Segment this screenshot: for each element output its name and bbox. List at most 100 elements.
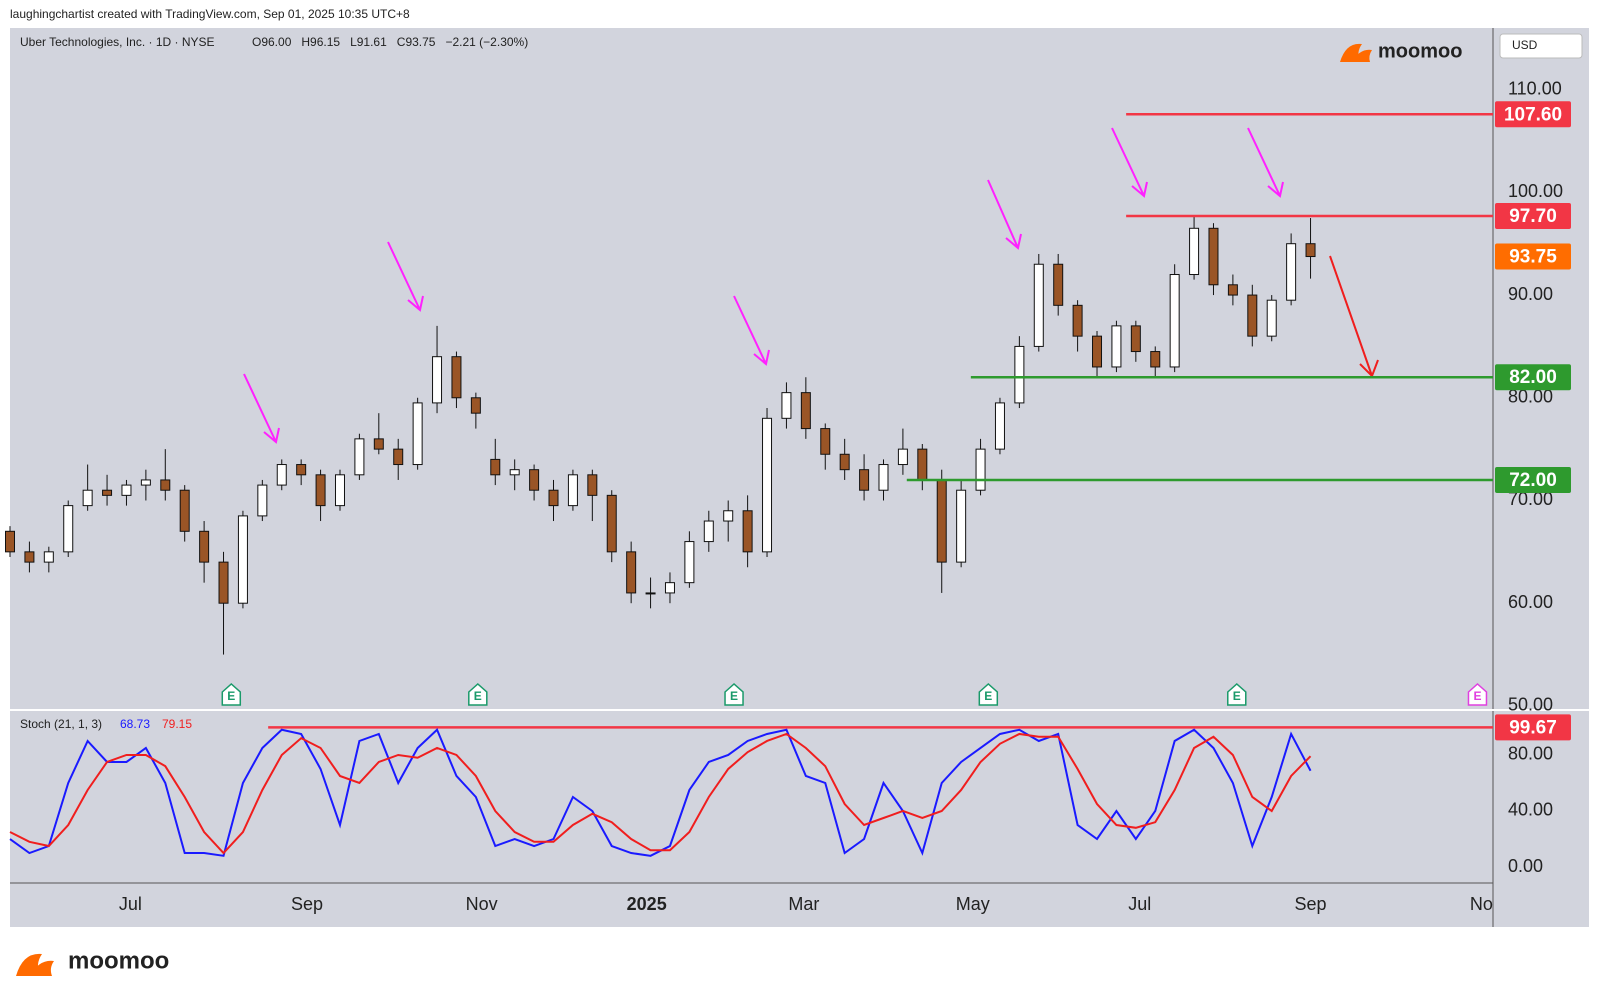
earnings-icon xyxy=(1227,682,1247,706)
candle-body xyxy=(1247,294,1258,337)
last-price-label: 93.75 xyxy=(1509,247,1557,268)
attribution: laughingchartist created with TradingVie… xyxy=(10,7,410,21)
candle-body xyxy=(548,489,559,507)
annotation-arrows xyxy=(243,127,1284,444)
candle-body xyxy=(1227,284,1238,296)
candle-body xyxy=(839,453,850,471)
candle-body xyxy=(160,479,171,491)
x-tick-label: Sep xyxy=(1295,894,1327,914)
logo-top: moomoo xyxy=(1340,40,1462,62)
candle-body xyxy=(218,561,229,604)
x-tick-label: Jul xyxy=(1128,894,1151,914)
y-tick-label: 110.00 xyxy=(1508,78,1562,98)
candle-body xyxy=(820,428,831,455)
symbol-title: Uber Technologies, Inc. · 1D · NYSE xyxy=(20,35,215,49)
candle-body xyxy=(742,510,753,553)
candle-body xyxy=(199,530,210,563)
candle-body xyxy=(645,592,656,595)
level-label-box xyxy=(1495,202,1571,229)
candle-body xyxy=(276,464,287,486)
candle-body xyxy=(723,510,734,522)
ohlc-legend-item: L91.61 xyxy=(350,35,387,49)
level-label: 99.67 xyxy=(1509,717,1557,738)
level-label-box xyxy=(1495,101,1571,128)
candle-body xyxy=(936,479,947,563)
candle-body xyxy=(1092,335,1103,368)
y-tick-label: 0.00 xyxy=(1508,856,1543,876)
last-price-box xyxy=(1495,243,1571,270)
candle-body xyxy=(490,458,501,476)
level-label-box xyxy=(1495,466,1571,493)
candle-body xyxy=(1150,351,1161,368)
y-tick-label: 100.00 xyxy=(1508,181,1563,201)
candle-body xyxy=(1072,304,1083,337)
candle-body xyxy=(82,489,93,507)
candle-body xyxy=(509,469,520,476)
ohlc-legend-item: H96.15 xyxy=(301,35,340,49)
stoch-title: Stoch (21, 1, 3) xyxy=(20,717,102,731)
earnings-icon xyxy=(724,682,744,706)
earnings-label: E xyxy=(1233,689,1241,703)
candle-body xyxy=(587,474,598,496)
earnings-label: E xyxy=(1473,689,1481,703)
level-label: 82.00 xyxy=(1509,367,1557,388)
x-tick-label: Nov xyxy=(466,894,498,914)
candle-body xyxy=(121,484,132,496)
logo-bottom: moomoo xyxy=(16,947,169,976)
earnings-icon xyxy=(221,682,242,706)
candle-body xyxy=(315,474,326,507)
candle-body xyxy=(470,397,481,414)
candle-body xyxy=(529,469,540,491)
candle-body xyxy=(800,392,811,430)
candle-body xyxy=(684,541,695,584)
candle-body xyxy=(1130,325,1141,353)
y-tick-label: 80.00 xyxy=(1508,387,1553,407)
candle-body xyxy=(257,484,268,517)
x-tick-label: May xyxy=(956,894,990,914)
candle-body xyxy=(917,448,928,481)
candle-body xyxy=(606,494,617,553)
x-tick-label: No xyxy=(1470,894,1493,914)
candle-body xyxy=(878,464,889,491)
candle-body xyxy=(334,474,345,507)
candle-body xyxy=(1286,243,1297,301)
ohlc-legend-item: C93.75 xyxy=(397,35,436,49)
candle-body xyxy=(373,438,384,450)
candle-body xyxy=(140,479,151,486)
candle-body xyxy=(762,417,773,553)
watermark-top: moomoo xyxy=(1378,40,1462,62)
stoch-line xyxy=(9,732,1312,855)
level-label: 97.70 xyxy=(1509,206,1557,227)
level-label: 72.00 xyxy=(1509,470,1557,491)
candle-body xyxy=(703,520,714,543)
candle-body xyxy=(994,402,1005,450)
x-tick-label: Jul xyxy=(119,894,142,914)
ohlc-legend-item: O96.00 xyxy=(252,35,292,49)
currency-box[interactable] xyxy=(1499,33,1583,59)
y-tick-label: 70.00 xyxy=(1508,489,1553,509)
level-label-box xyxy=(1495,714,1571,741)
y-tick-label: 40.00 xyxy=(1508,800,1553,820)
candle-body xyxy=(354,438,365,476)
stoch-d-last: 79.15 xyxy=(162,717,192,731)
level-label: 107.60 xyxy=(1504,104,1562,125)
candle-body xyxy=(179,489,190,532)
candle-body xyxy=(432,356,443,404)
candle-body xyxy=(781,392,792,419)
ohlc-legend: O96.00 H96.15 L91.61 C93.75 −2.21 (−2.30%) xyxy=(252,35,528,49)
candle-body xyxy=(237,515,248,604)
earnings-label: E xyxy=(730,689,738,703)
candle-body xyxy=(1111,325,1122,368)
ohlc-legend-item: −2.21 (−2.30%) xyxy=(445,35,528,49)
candle-body xyxy=(1305,243,1316,258)
candle-body xyxy=(5,530,15,553)
currency[interactable]: USD xyxy=(1512,38,1538,52)
stoch-k-last: 68.73 xyxy=(120,717,150,731)
candle-body xyxy=(451,356,462,399)
candle-body xyxy=(859,469,870,491)
chart-panel xyxy=(10,28,1589,927)
candle-body xyxy=(296,464,307,476)
x-tick-label: Sep xyxy=(291,894,323,914)
candle-body xyxy=(412,402,423,466)
earnings-label: E xyxy=(474,689,482,703)
